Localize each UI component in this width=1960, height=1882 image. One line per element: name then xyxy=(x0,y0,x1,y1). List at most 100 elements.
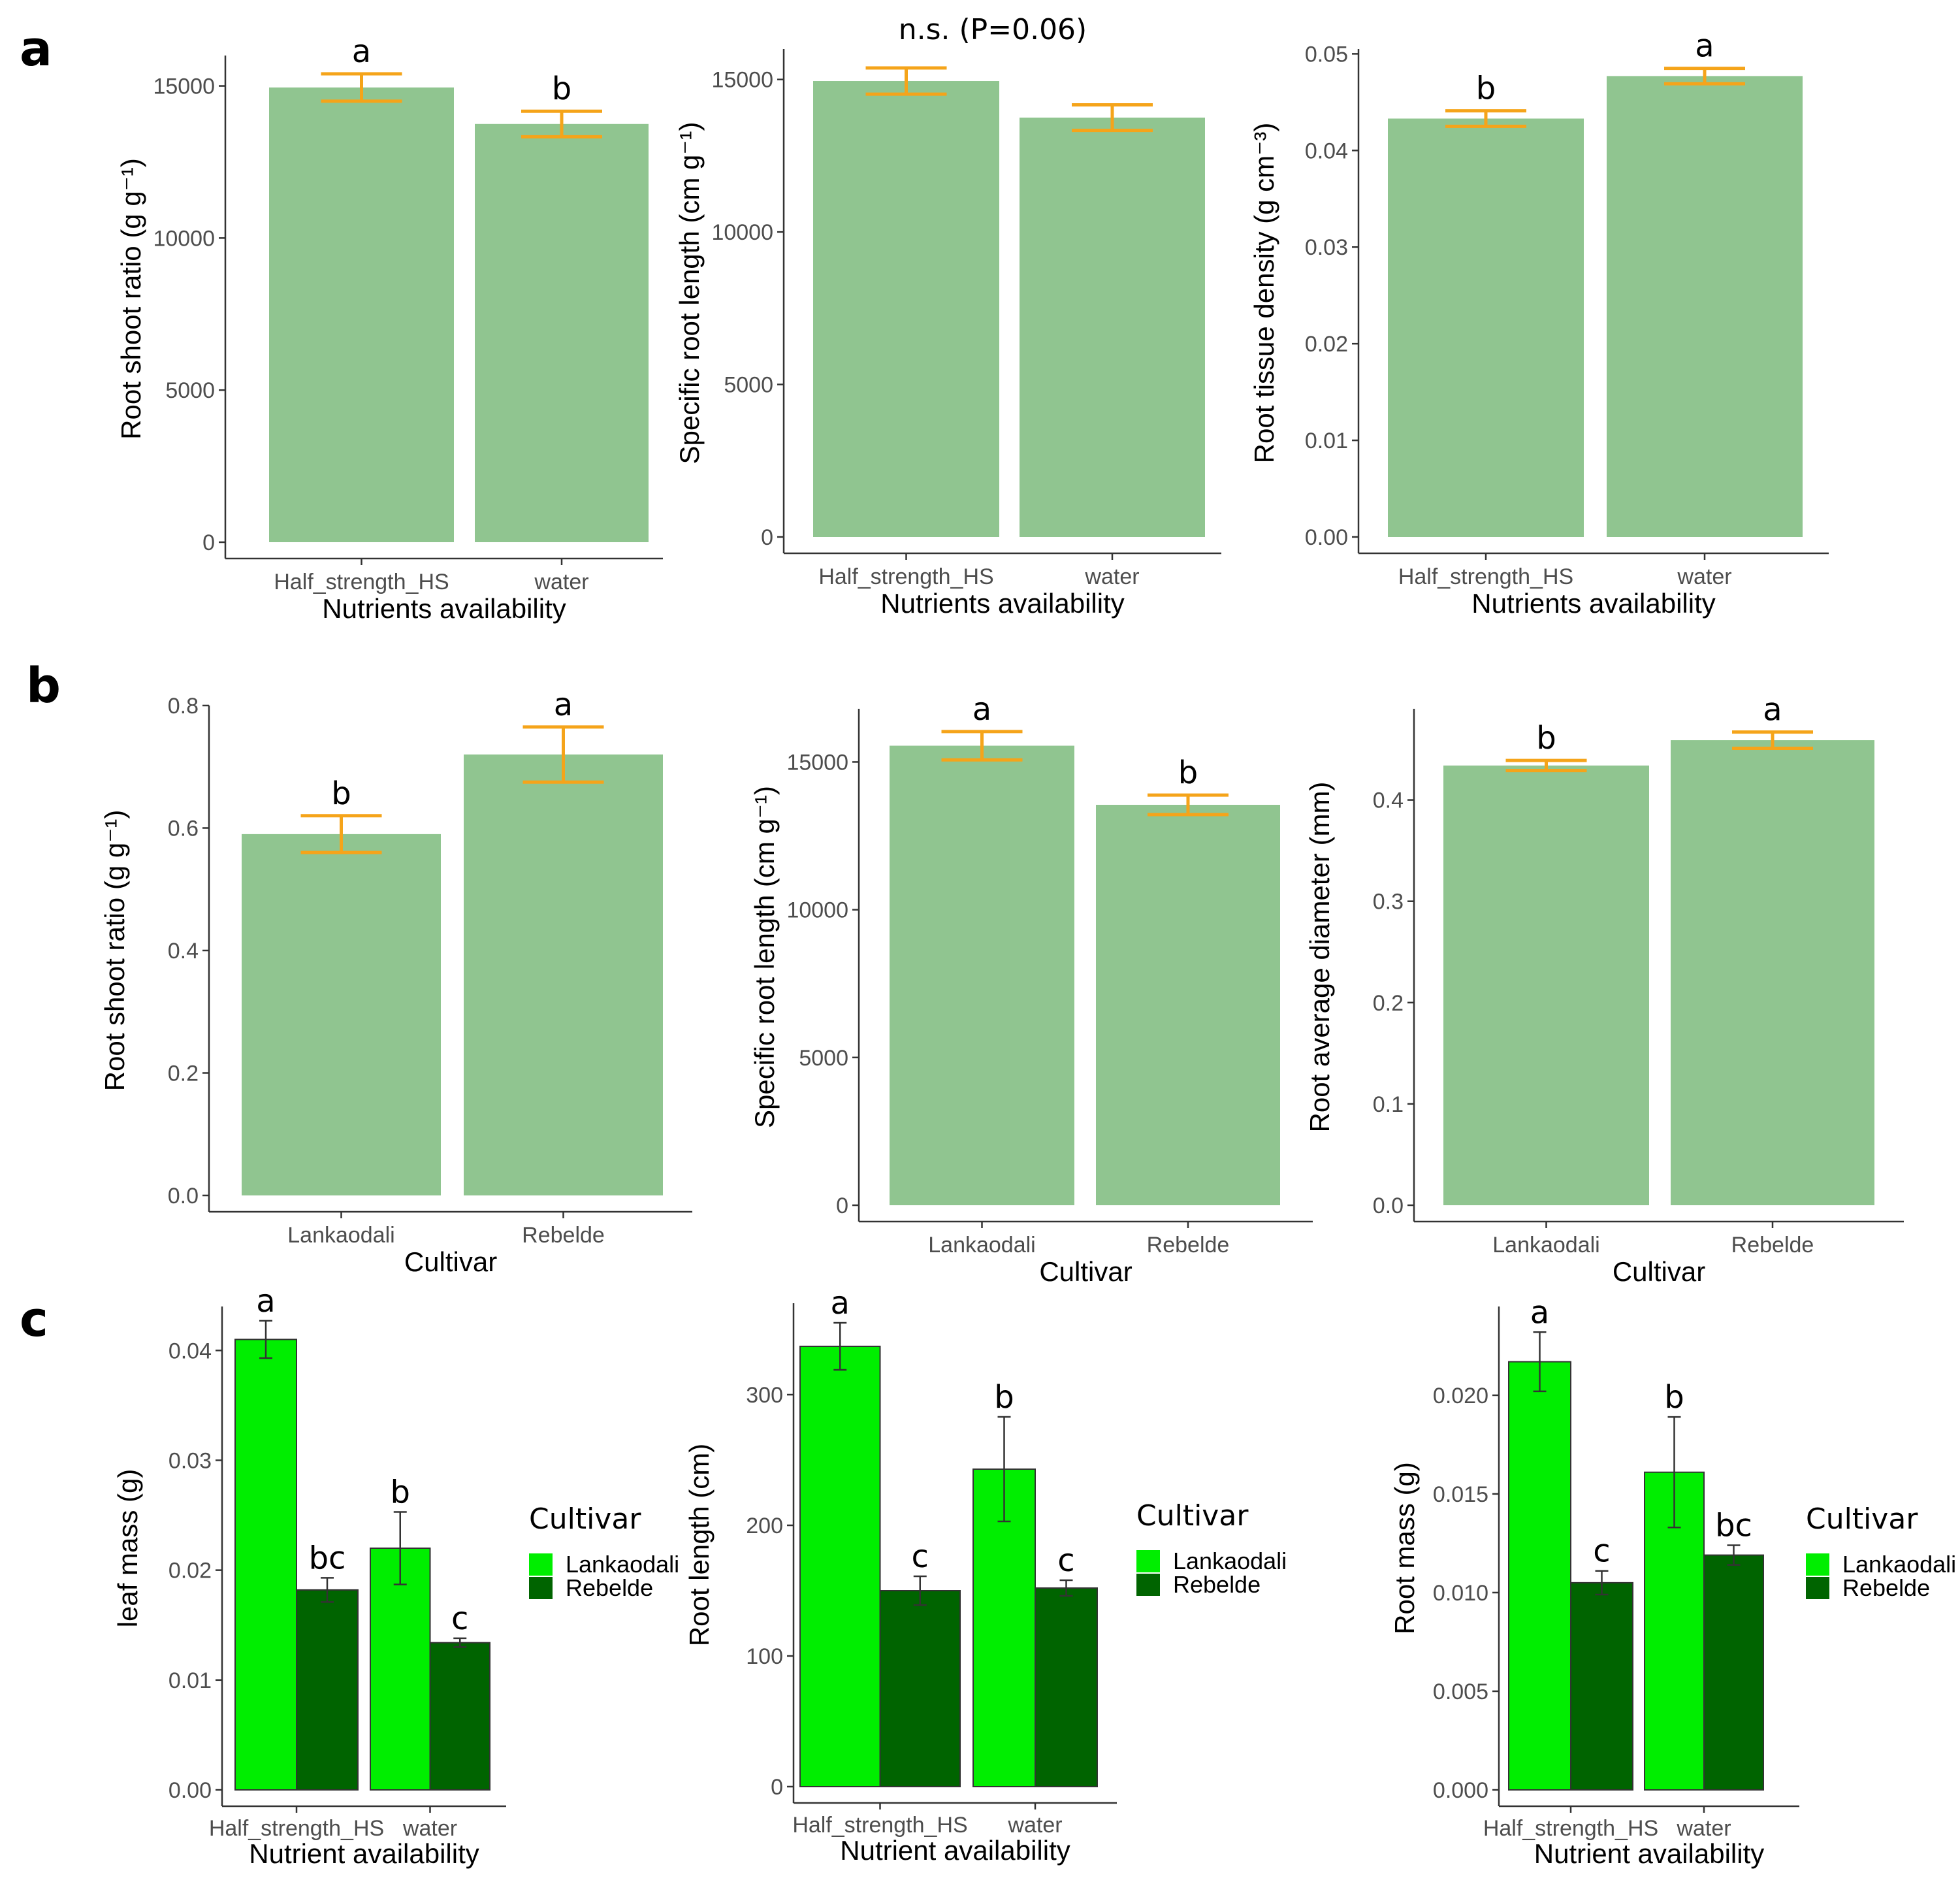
c2-legend-swatch-rebelde xyxy=(1136,1574,1160,1596)
c2-x-tick-label-0: Half_strength_HS xyxy=(792,1813,967,1838)
a2-y-tick-label: 0 xyxy=(761,525,773,550)
a1-y-tick-label: 10000 xyxy=(153,226,215,251)
b1-y-tick-label: 0.4 xyxy=(168,939,199,964)
c2-bar-rebelde-1 xyxy=(1035,1587,1098,1787)
b2-y-tick-label: 0 xyxy=(836,1193,848,1218)
b3-y-tick-label: 0.2 xyxy=(1373,991,1404,1016)
a1-y-axis-label: Root shoot ratio (g g⁻¹) xyxy=(116,158,146,440)
b1-bar-1 xyxy=(464,754,663,1195)
c3-legend-title: Cultivar xyxy=(1806,1502,1918,1536)
c2-y-tick-label: 0 xyxy=(771,1775,783,1800)
c1-sig-letter: a xyxy=(256,1283,275,1320)
a3-y-tick-label: 0.00 xyxy=(1305,525,1348,550)
c1-y-axis-label: leaf mass (g) xyxy=(112,1469,143,1628)
b2-y-tick-label: 10000 xyxy=(786,898,848,923)
a3-y-axis-label: Root tissue density (g cm⁻³) xyxy=(1249,123,1279,464)
c3-bar-rebelde-1 xyxy=(1703,1554,1764,1791)
a2-y-axis-label: Specific root length (cm g⁻¹) xyxy=(674,122,705,464)
chart-a2: 0 5000 10000 15000 Specific root length (cm … xyxy=(674,13,1221,619)
chart-c3: 0.000 0.005 0.010 0.015 0.020 Root mass (g) a c… xyxy=(1389,1294,1956,1869)
a2-x-axis-label: Nutrients availability xyxy=(880,588,1125,619)
a1-bar-1 xyxy=(475,123,649,542)
c1-x-axis-label: Nutrient availability xyxy=(249,1838,479,1869)
chart-a1: 0 5000 10000 15000 Root shoot ratio (g g⁻¹) a… xyxy=(116,33,663,624)
a1-y-tick-label: 5000 xyxy=(165,378,215,403)
b2-y-axis-label: Specific root length (cm g⁻¹) xyxy=(749,786,780,1128)
c3-y-tick-label: 0.005 xyxy=(1433,1679,1488,1704)
a3-x-axis-label: Nutrients availability xyxy=(1471,588,1716,619)
c2-y-tick-label: 300 xyxy=(746,1383,783,1408)
c1-x-tick-label-1: water xyxy=(402,1816,457,1841)
c3-legend-label-rebelde: Rebelde xyxy=(1842,1574,1930,1601)
c2-y-axis-label: Root length (cm) xyxy=(684,1444,715,1646)
c1-bar-rebelde-0 xyxy=(296,1589,359,1791)
c3-x-tick-label-0: Half_strength_HS xyxy=(1483,1816,1658,1841)
a1-x-tick-label-1: water xyxy=(534,570,588,594)
c3-bar-rebelde-0 xyxy=(1570,1582,1633,1791)
b2-y-tick-label: 15000 xyxy=(786,750,848,775)
a3-bar-1 xyxy=(1607,76,1803,537)
a2-x-tick-label-1: water xyxy=(1084,564,1139,589)
b1-x-tick-label-0: Lankaodali xyxy=(287,1223,394,1248)
c2-sig-letter: c xyxy=(912,1538,929,1575)
c1-legend-title: Cultivar xyxy=(529,1502,641,1536)
chart-b1: 0.0 0.2 0.4 0.6 0.8 Root shoot ratio (g g⁻¹) b… xyxy=(99,687,692,1277)
b3-y-axis-label: Root average diameter (mm) xyxy=(1304,782,1335,1133)
a3-y-tick-label: 0.04 xyxy=(1305,138,1348,163)
c1-legend-swatch-rebelde xyxy=(529,1577,553,1599)
b3-x-axis-label: Cultivar xyxy=(1613,1256,1705,1287)
b1-sig-letter-1: a xyxy=(554,687,573,723)
b3-bar-1 xyxy=(1671,740,1874,1205)
c1-sig-letter: b xyxy=(391,1474,410,1511)
b1-y-tick-label: 0.6 xyxy=(168,817,199,841)
a2-x-tick-label-0: Half_strength_HS xyxy=(818,564,993,589)
c2-sig-letter: c xyxy=(1057,1542,1074,1579)
c2-legend-swatch-lankaodali xyxy=(1136,1550,1160,1572)
a1-y-tick-label: 0 xyxy=(202,530,215,555)
a1-x-axis-label: Nutrients availability xyxy=(322,593,566,624)
c2-sig-letter: b xyxy=(994,1379,1014,1416)
b1-sig-letter-0: b xyxy=(331,775,351,812)
c1-legend-label-lankaodali: Lankaodali xyxy=(566,1551,679,1578)
c1-y-tick-label: 0.00 xyxy=(169,1778,212,1803)
a1-sig-letter-0: a xyxy=(352,33,371,70)
c3-sig-letter: c xyxy=(1593,1533,1610,1570)
c1-sig-letter: c xyxy=(451,1600,468,1637)
b3-y-tick-label: 0.3 xyxy=(1373,890,1404,915)
c2-sig-letter: a xyxy=(831,1285,850,1322)
a3-x-tick-label-0: Half_strength_HS xyxy=(1398,564,1573,589)
a2-significance-note: n.s. (P=0.06) xyxy=(899,13,1087,46)
c1-legend-label-rebelde: Rebelde xyxy=(566,1574,653,1601)
c3-x-tick-label-1: water xyxy=(1676,1816,1731,1841)
a1-y-tick-label: 15000 xyxy=(153,74,215,99)
c3-sig-letter: a xyxy=(1530,1294,1549,1331)
c2-legend-label-rebelde: Rebelde xyxy=(1173,1571,1261,1598)
b3-bar-0 xyxy=(1443,765,1649,1205)
a3-y-tick-label: 0.01 xyxy=(1305,429,1348,453)
c2-x-tick-label-1: water xyxy=(1007,1813,1062,1838)
a3-y-tick-label: 0.03 xyxy=(1305,235,1348,260)
a3-bar-0 xyxy=(1388,118,1584,537)
c2-y-tick-label: 200 xyxy=(746,1514,783,1538)
b3-y-tick-label: 0.1 xyxy=(1373,1092,1404,1117)
b1-y-axis-label: Root shoot ratio (g g⁻¹) xyxy=(99,810,130,1092)
b2-sig-letter-1: b xyxy=(1178,754,1198,791)
chart-c2: 0 100 200 300 Root length (cm) a c Half_strengt… xyxy=(684,1285,1287,1866)
c3-bar-lankaodali-0 xyxy=(1508,1361,1571,1791)
c1-bar-lankaodali-0 xyxy=(234,1338,297,1791)
b1-y-tick-label: 0.0 xyxy=(168,1184,199,1209)
b2-bar-1 xyxy=(1096,805,1280,1205)
c3-sig-letter: b xyxy=(1664,1379,1684,1416)
a2-bar-0 xyxy=(813,81,999,538)
b2-bar-0 xyxy=(890,745,1074,1205)
panel-letter-b: b xyxy=(26,658,61,714)
b3-y-tick-label: 0.4 xyxy=(1373,788,1404,813)
b3-x-tick-label-0: Lankaodali xyxy=(1492,1233,1599,1257)
panel-letter-c: c xyxy=(20,1291,48,1348)
c3-y-tick-label: 0.010 xyxy=(1433,1581,1488,1606)
c1-bar-rebelde-1 xyxy=(429,1642,490,1791)
a2-y-tick-label: 10000 xyxy=(711,220,773,245)
